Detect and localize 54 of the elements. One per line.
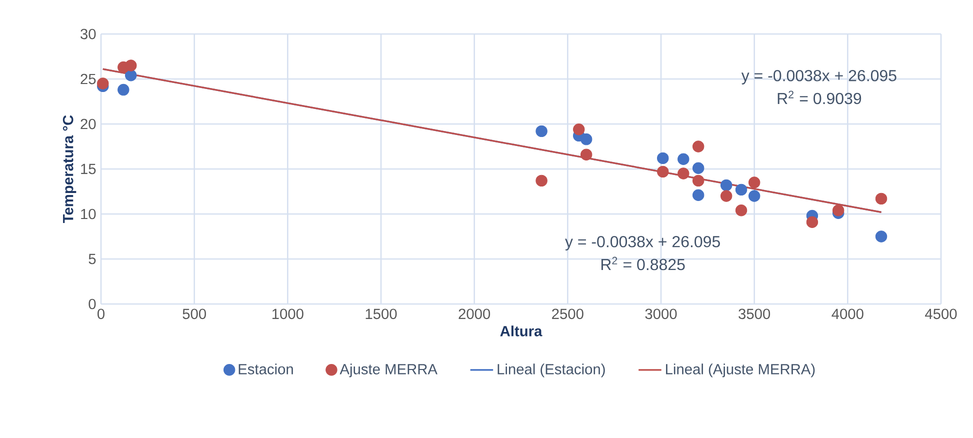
legend-label: Lineal (Ajuste MERRA) [666, 364, 815, 378]
y-axis-title: Temperatura °C [62, 115, 76, 223]
point [748, 176, 760, 188]
legend-label: Lineal (Estacion) [498, 364, 605, 378]
y-tick-label: 30 [80, 28, 96, 40]
point [125, 70, 137, 82]
x-tick-label: 2500 [552, 308, 584, 320]
x-tick-label: 500 [182, 308, 206, 320]
point [692, 189, 704, 201]
legend-label: Estacion [238, 364, 293, 374]
y-tick-label: 0 [88, 298, 96, 310]
point [875, 192, 888, 205]
legend-label: Ajuste MERRA [340, 364, 438, 378]
x-tick-label: 1000 [272, 308, 304, 320]
y-tick-label: 5 [88, 254, 96, 264]
y-tick-label: 25 [80, 74, 96, 84]
point [678, 168, 690, 180]
point [875, 230, 888, 242]
point [656, 166, 669, 178]
point [832, 204, 844, 216]
point [806, 216, 818, 228]
annotation: R$^{2}$ = 0.9039 [778, 90, 862, 104]
x-tick-label: 0 [98, 308, 105, 320]
x-tick-label: 3000 [645, 308, 677, 320]
point [720, 190, 732, 202]
point [97, 78, 109, 90]
x-tick-label: 1500 [366, 308, 397, 320]
point [748, 190, 760, 202]
x-axis-title: Altura [500, 326, 542, 336]
y-tick-label: 15 [81, 164, 96, 174]
point [735, 184, 748, 196]
annotation: y = -0.0038x + 26.095 [565, 236, 720, 250]
annotation: R$^{2}$ = 0.8825 [601, 256, 685, 270]
point [678, 153, 690, 165]
point [692, 162, 704, 174]
point [125, 60, 137, 72]
point [735, 204, 748, 216]
annotation: y = -0.0038x + 26.095 [741, 70, 896, 84]
x-tick-label: 2000 [458, 308, 490, 320]
y-tick-label: 10 [81, 208, 96, 220]
x-tick-label: 3500 [738, 308, 770, 320]
x-tick-label: 4500 [925, 308, 957, 320]
point [692, 174, 704, 187]
x-tick-label: 4000 [832, 308, 864, 320]
point [692, 140, 704, 152]
point [720, 179, 732, 192]
point [580, 133, 592, 146]
point [118, 84, 130, 96]
point [572, 124, 585, 136]
point [536, 125, 548, 138]
y-tick-label: 20 [80, 118, 96, 130]
point [580, 148, 592, 160]
point [536, 174, 548, 187]
point [656, 152, 669, 164]
